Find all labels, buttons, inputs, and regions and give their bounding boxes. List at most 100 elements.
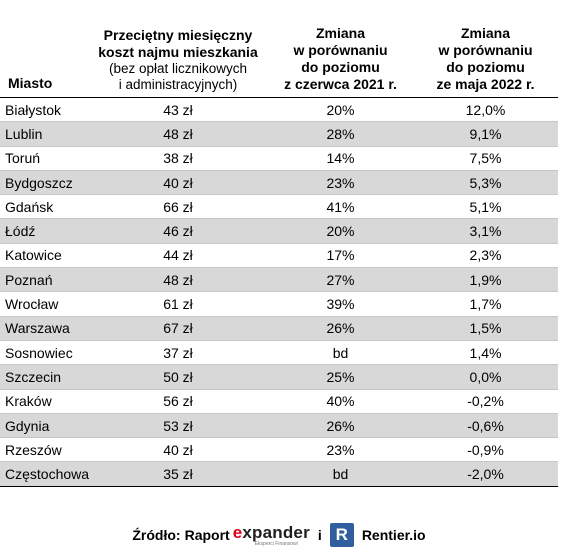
header-change-2021-line2: w porównaniu — [293, 42, 388, 58]
header-change-2021-line1: Zmiana — [315, 25, 365, 41]
cell-change-2021: 27% — [268, 267, 413, 293]
cell-change-2022: 7,5% — [413, 146, 558, 171]
table-row: Gdańsk 66 zł 41% 5,1% — [0, 194, 558, 220]
expander-tagline: Eksperci Finansowi — [254, 540, 298, 547]
cell-city: Szczecin — [0, 364, 88, 390]
table-row: Sosnowiec 37 zł bd 1,4% — [0, 340, 558, 366]
cell-change-2021: bd — [268, 461, 413, 487]
cell-cost: 48 zł — [88, 121, 268, 147]
header-change-2022-line1: Zmiana — [460, 25, 510, 41]
cell-city: Lublin — [0, 121, 88, 147]
cell-city: Warszawa — [0, 316, 88, 341]
cell-city: Gdańsk — [0, 194, 88, 220]
cell-cost: 50 zł — [88, 364, 268, 390]
cell-change-2021: 28% — [268, 121, 413, 147]
cell-cost: 67 zł — [88, 316, 268, 341]
header-change-2022-line4: ze maja 2022 r. — [436, 76, 535, 92]
cell-change-2022: -2,0% — [413, 461, 558, 487]
cell-city: Łódź — [0, 218, 88, 244]
cell-change-2022: -0,6% — [413, 413, 558, 439]
cell-city: Gdynia — [0, 413, 88, 439]
header-change-2022: Zmiana w porównaniu do poziomu ze maja 2… — [413, 0, 558, 98]
cell-change-2022: -0,2% — [413, 389, 558, 414]
header-cost-note2: i administracyjnych) — [118, 77, 238, 92]
cell-cost: 38 zł — [88, 146, 268, 171]
table-row: Białystok 43 zł 20% 12,0% — [0, 97, 558, 123]
cell-cost: 40 zł — [88, 170, 268, 196]
cell-change-2022: 5,3% — [413, 170, 558, 196]
cell-change-2021: 40% — [268, 389, 413, 414]
header-cost-note1: (bez opłat licznikowych — [108, 61, 248, 76]
header-change-2021: Zmiana w porównaniu do poziomu z czerwca… — [268, 0, 413, 98]
cell-change-2022: 12,0% — [413, 97, 558, 123]
cell-change-2021: 25% — [268, 364, 413, 390]
cell-change-2022: 1,4% — [413, 340, 558, 366]
cell-change-2021: 39% — [268, 291, 413, 317]
header-cost-line1: Przeciętny miesięczny — [103, 27, 253, 43]
cell-cost: 56 zł — [88, 389, 268, 414]
cell-change-2022: 5,1% — [413, 194, 558, 220]
cell-city: Wrocław — [0, 291, 88, 317]
cell-city: Toruń — [0, 146, 88, 171]
header-change-2021-line4: z czerwca 2021 r. — [284, 76, 397, 92]
header-change-2021-line3: do poziomu — [301, 59, 380, 75]
rent-cost-table: Miasto Przeciętny miesięczny koszt najmu… — [0, 0, 558, 487]
header-row: Miasto Przeciętny miesięczny koszt najmu… — [0, 0, 558, 98]
cell-cost: 37 zł — [88, 340, 268, 366]
table-row: Gdynia 53 zł 26% -0,6% — [0, 413, 558, 439]
cell-city: Sosnowiec — [0, 340, 88, 366]
cell-change-2022: 1,9% — [413, 267, 558, 293]
cell-change-2022: 1,7% — [413, 291, 558, 317]
rentier-name: Rentier.io — [361, 527, 426, 543]
table-row: Lublin 48 zł 28% 9,1% — [0, 121, 558, 147]
cell-change-2022: 9,1% — [413, 121, 558, 147]
cell-cost: 61 zł — [88, 291, 268, 317]
table-row: Rzeszów 40 zł 23% -0,9% — [0, 437, 558, 463]
cell-cost: 53 zł — [88, 413, 268, 439]
cell-change-2021: bd — [268, 340, 413, 366]
table-row: Wrocław 61 zł 39% 1,7% — [0, 291, 558, 317]
cell-cost: 48 zł — [88, 267, 268, 293]
cell-city: Częstochowa — [0, 461, 89, 487]
cell-change-2021: 23% — [268, 437, 413, 463]
expander-logo-rest: xpander — [242, 522, 310, 542]
cell-change-2021: 17% — [268, 243, 413, 269]
header-cost: Przeciętny miesięczny koszt najmu mieszk… — [88, 0, 268, 98]
cell-cost: 40 zł — [88, 437, 268, 463]
table-row: Kraków 56 zł 40% -0,2% — [0, 389, 558, 414]
rentier-logo-icon: R — [329, 523, 354, 547]
table-row: Łódź 46 zł 20% 3,1% — [0, 218, 558, 244]
cell-city: Białystok — [0, 97, 88, 123]
table-row: Toruń 38 zł 14% 7,5% — [0, 146, 558, 171]
report-label: Raport — [184, 527, 230, 543]
source-footer: Źródło: Raport expander Eksperci Finanso… — [0, 518, 558, 552]
header-city-label: Miasto — [8, 75, 53, 91]
cell-change-2021: 20% — [268, 218, 413, 244]
source-label: Źródło: — [132, 527, 181, 543]
cell-cost: 44 zł — [88, 243, 268, 269]
table-row: Poznań 48 zł 27% 1,9% — [0, 267, 558, 293]
cell-change-2022: 1,5% — [413, 316, 558, 341]
cell-change-2022: -0,9% — [413, 437, 558, 463]
cell-change-2021: 26% — [268, 316, 413, 341]
table-row: Częstochowa 35 zł bd -2,0% — [0, 461, 558, 487]
cell-cost: 66 zł — [88, 194, 268, 220]
header-cost-line2: koszt najmu mieszkania — [98, 44, 258, 60]
expander-logo: expander Eksperci Finansowi — [233, 524, 310, 547]
cell-change-2021: 14% — [268, 146, 413, 171]
table-row: Bydgoszcz 40 zł 23% 5,3% — [0, 170, 558, 196]
expander-wordmark: expander — [233, 524, 310, 541]
cell-city: Kraków — [0, 389, 88, 414]
table-row: Warszawa 67 zł 26% 1,5% — [0, 316, 558, 341]
table-row: Katowice 44 zł 17% 2,3% — [0, 243, 558, 269]
header-change-2022-line3: do poziomu — [446, 59, 525, 75]
cell-city: Katowice — [0, 243, 88, 269]
cell-city: Bydgoszcz — [0, 170, 88, 196]
conjunction: i — [317, 527, 322, 543]
table-body: Białystok 43 zł 20% 12,0% Lublin 48 zł 2… — [0, 97, 558, 487]
cell-change-2022: 3,1% — [413, 218, 558, 244]
cell-cost: 46 zł — [88, 218, 268, 244]
cell-change-2022: 0,0% — [413, 364, 558, 390]
cell-cost: 43 zł — [88, 97, 268, 123]
